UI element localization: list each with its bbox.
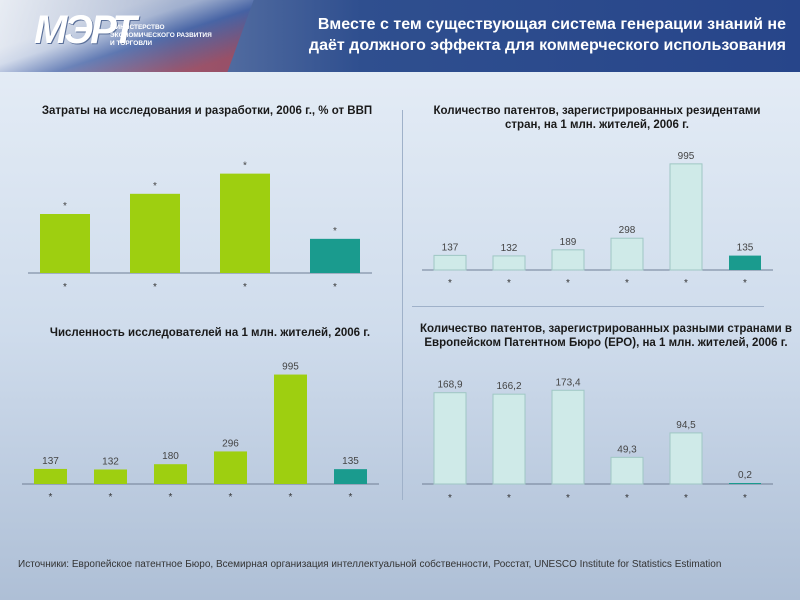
category-label-5: * bbox=[684, 278, 688, 289]
chart-title-patents-residents: Количество патентов, зарегистрированных … bbox=[433, 105, 761, 131]
chart-researchers: 137 * 132 * 180 * 296 * 995 * 135 * bbox=[22, 362, 379, 503]
chart-rd: * * * * * * * * bbox=[28, 161, 372, 293]
ministry-logo: МЭРТ bbox=[34, 8, 137, 52]
value-label-5: 94,5 bbox=[676, 420, 696, 431]
bar-4 bbox=[610, 456, 644, 485]
bar-3 bbox=[551, 389, 585, 485]
bar-4 bbox=[214, 451, 247, 484]
category-label-4: * bbox=[625, 493, 629, 504]
bar-4 bbox=[310, 238, 360, 273]
sources-footnote: Источники: Европейское патентное Бюро, В… bbox=[18, 559, 722, 570]
horizontal-divider bbox=[412, 306, 764, 307]
value-label-2: 132 bbox=[501, 243, 518, 254]
category-label-3: * bbox=[566, 493, 570, 504]
category-label-4: * bbox=[333, 282, 337, 293]
chart-patents-residents: 137 * 132 * 189 * 298 * 995 * 135 * bbox=[422, 151, 773, 289]
value-label-3: * bbox=[243, 161, 247, 172]
value-label-5: 995 bbox=[678, 151, 695, 162]
value-label-1: 137 bbox=[42, 456, 59, 467]
category-label-1: * bbox=[448, 278, 452, 289]
bar-3 bbox=[220, 173, 270, 273]
category-label-4: * bbox=[229, 492, 233, 503]
category-label-6: * bbox=[743, 493, 747, 504]
value-label-3: 189 bbox=[560, 237, 577, 248]
bar-2 bbox=[492, 393, 526, 485]
bar-6 bbox=[729, 255, 761, 270]
value-label-5: 995 bbox=[282, 362, 299, 373]
bar-2 bbox=[94, 469, 127, 484]
bar-6 bbox=[334, 469, 367, 484]
value-label-1: * bbox=[63, 201, 67, 212]
value-label-2: 132 bbox=[102, 456, 119, 467]
value-label-3: 180 bbox=[162, 451, 179, 462]
bar-1 bbox=[433, 392, 467, 485]
bar-5 bbox=[274, 374, 307, 484]
category-label-3: * bbox=[243, 282, 247, 293]
category-label-1: * bbox=[49, 492, 53, 503]
category-label-1: * bbox=[448, 493, 452, 504]
value-label-4: 296 bbox=[222, 438, 239, 449]
category-label-2: * bbox=[109, 492, 113, 503]
bar-1 bbox=[40, 214, 90, 273]
slide-title: Вместе с тем существующая система генера… bbox=[308, 16, 786, 54]
bar-1 bbox=[433, 254, 467, 271]
ministry-name: Министерство экономического развития и т… bbox=[110, 24, 212, 47]
category-label-2: * bbox=[507, 278, 511, 289]
chart-title-researchers: Численность исследователей на 1 млн. жит… bbox=[49, 327, 371, 339]
chart-title-rd: Затраты на исследования и разработки, 20… bbox=[41, 105, 373, 117]
category-label-3: * bbox=[169, 492, 173, 503]
bar-4 bbox=[610, 237, 644, 271]
value-label-1: 168,9 bbox=[437, 380, 462, 391]
value-label-3: 173,4 bbox=[555, 377, 580, 388]
category-label-3: * bbox=[566, 278, 570, 289]
category-label-1: * bbox=[63, 282, 67, 293]
category-label-2: * bbox=[153, 282, 157, 293]
bar-3 bbox=[551, 249, 585, 271]
chart-title-patents-epo: Количество патентов, зарегистрированных … bbox=[420, 323, 792, 349]
value-label-4: * bbox=[333, 226, 337, 237]
bar-2 bbox=[130, 193, 180, 273]
category-label-5: * bbox=[289, 492, 293, 503]
value-label-2: 166,2 bbox=[496, 381, 521, 392]
value-label-4: 49,3 bbox=[617, 444, 637, 455]
value-label-6: 135 bbox=[342, 456, 359, 467]
chart-patents-epo: 168,9 * 166,2 * 173,4 * 49,3 * 94,5 * 0,2 * bbox=[422, 377, 773, 504]
bar-5 bbox=[669, 163, 703, 271]
value-label-2: * bbox=[153, 181, 157, 192]
value-label-4: 298 bbox=[619, 225, 636, 236]
value-label-1: 137 bbox=[442, 242, 459, 253]
category-label-6: * bbox=[743, 278, 747, 289]
value-label-6: 135 bbox=[737, 243, 754, 254]
bar-5 bbox=[669, 432, 703, 485]
category-label-4: * bbox=[625, 278, 629, 289]
category-label-2: * bbox=[507, 493, 511, 504]
vertical-divider bbox=[402, 110, 403, 500]
bar-1 bbox=[34, 468, 67, 484]
bar-2 bbox=[492, 255, 526, 271]
bar-6 bbox=[729, 483, 761, 484]
category-label-5: * bbox=[684, 493, 688, 504]
slide-header: МЭРТ Министерство экономического развити… bbox=[0, 0, 800, 72]
bar-3 bbox=[154, 464, 187, 484]
category-label-6: * bbox=[349, 492, 353, 503]
value-label-6: 0,2 bbox=[738, 470, 752, 481]
